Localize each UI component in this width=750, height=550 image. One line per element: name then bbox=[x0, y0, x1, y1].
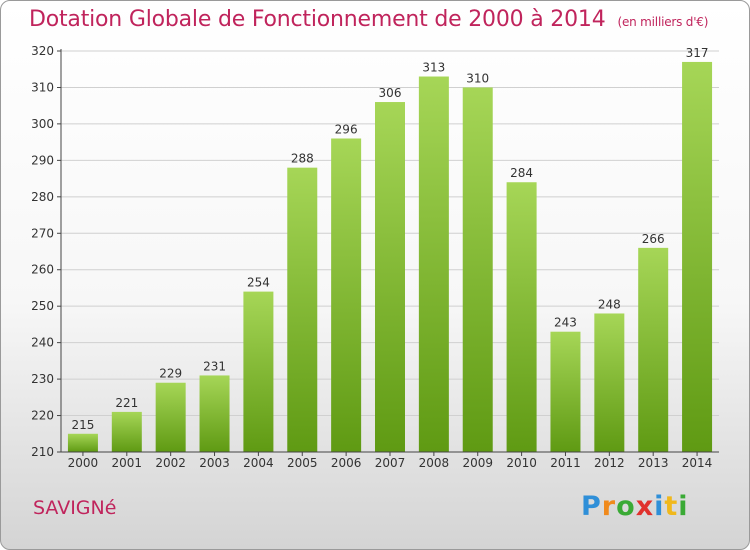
bar bbox=[375, 102, 405, 452]
bar-chart: 210 220 230 240 250 260 270 280 290 300 310 320 215 2… bbox=[31, 44, 719, 470]
y-tick-label: 300 bbox=[31, 117, 54, 131]
y-tick-label: 310 bbox=[31, 80, 54, 94]
bar bbox=[199, 375, 230, 452]
data-label: 296 bbox=[335, 122, 358, 136]
bars bbox=[67, 61, 713, 453]
labels: 210 220 230 240 250 260 270 280 290 300 310 320 215 2… bbox=[31, 44, 712, 470]
x-tick-label: 2000 bbox=[68, 456, 99, 470]
chart-title: Dotation Globale de Fonctionnement de 20… bbox=[29, 7, 708, 32]
logo-letter: P bbox=[581, 491, 602, 522]
bar bbox=[331, 138, 362, 452]
y-tick-label: 250 bbox=[31, 299, 54, 313]
data-label: 266 bbox=[642, 232, 665, 246]
data-label: 288 bbox=[291, 152, 314, 166]
data-label: 229 bbox=[159, 367, 182, 381]
bar bbox=[111, 411, 142, 452]
x-tick-label: 2005 bbox=[287, 456, 318, 470]
x-tick-label: 2007 bbox=[375, 456, 406, 470]
logo-letter: t bbox=[664, 491, 679, 522]
data-label: 306 bbox=[379, 86, 402, 100]
x-tick-label: 2001 bbox=[112, 456, 143, 470]
bar bbox=[287, 167, 318, 452]
data-label: 313 bbox=[422, 61, 445, 75]
logo-letter: o bbox=[616, 491, 636, 522]
y-tick-label: 220 bbox=[31, 409, 54, 423]
x-tick-label: 2012 bbox=[594, 456, 625, 470]
y-tick-label: 260 bbox=[31, 263, 54, 277]
chart-subtitle: (en milliers d'€) bbox=[617, 15, 709, 29]
x-tick-label: 2009 bbox=[462, 456, 493, 470]
y-tick-label: 320 bbox=[31, 44, 54, 58]
logo-letter: x bbox=[635, 491, 655, 522]
y-tick-label: 290 bbox=[31, 153, 54, 167]
bar bbox=[155, 382, 186, 452]
x-tick-label: 2010 bbox=[506, 456, 537, 470]
y-tick-label: 230 bbox=[31, 372, 54, 386]
data-label: 221 bbox=[115, 396, 138, 410]
y-tick-label: 240 bbox=[31, 336, 54, 350]
logo-letter: r bbox=[601, 491, 617, 522]
bar bbox=[243, 291, 274, 452]
logo-letter: i bbox=[654, 491, 665, 522]
y-tick-label: 270 bbox=[31, 226, 54, 240]
x-tick-label: 2004 bbox=[243, 456, 274, 470]
x-tick-label: 2011 bbox=[550, 456, 581, 470]
bar bbox=[462, 87, 493, 453]
x-tick-label: 2006 bbox=[331, 456, 362, 470]
x-tick-label: 2002 bbox=[155, 456, 186, 470]
bar bbox=[638, 247, 669, 452]
data-label: 284 bbox=[510, 166, 533, 180]
bar bbox=[506, 182, 537, 452]
bar bbox=[682, 61, 713, 452]
logo-letter: i bbox=[678, 491, 689, 522]
bar bbox=[418, 76, 449, 452]
x-tick-label: 2013 bbox=[638, 456, 669, 470]
y-tick-label: 210 bbox=[31, 445, 54, 459]
proxiti-logo[interactable]: Proxiti bbox=[581, 491, 689, 522]
data-label: 231 bbox=[203, 359, 226, 373]
data-label: 310 bbox=[466, 71, 489, 85]
data-label: 248 bbox=[598, 297, 621, 311]
x-tick-label: 2014 bbox=[682, 456, 713, 470]
data-label: 317 bbox=[686, 46, 709, 60]
x-tick-label: 2003 bbox=[199, 456, 230, 470]
town-name: SAVIGNé bbox=[33, 497, 117, 519]
data-label: 243 bbox=[554, 316, 577, 330]
chart-title-text: Dotation Globale de Fonctionnement de 20… bbox=[29, 7, 606, 32]
axes bbox=[57, 49, 719, 456]
bar bbox=[550, 331, 581, 452]
data-label: 254 bbox=[247, 276, 270, 290]
data-label: 215 bbox=[71, 418, 94, 432]
x-tick-label: 2008 bbox=[419, 456, 450, 470]
bar bbox=[594, 313, 625, 452]
y-tick-label: 280 bbox=[31, 190, 54, 204]
bar bbox=[67, 433, 98, 452]
